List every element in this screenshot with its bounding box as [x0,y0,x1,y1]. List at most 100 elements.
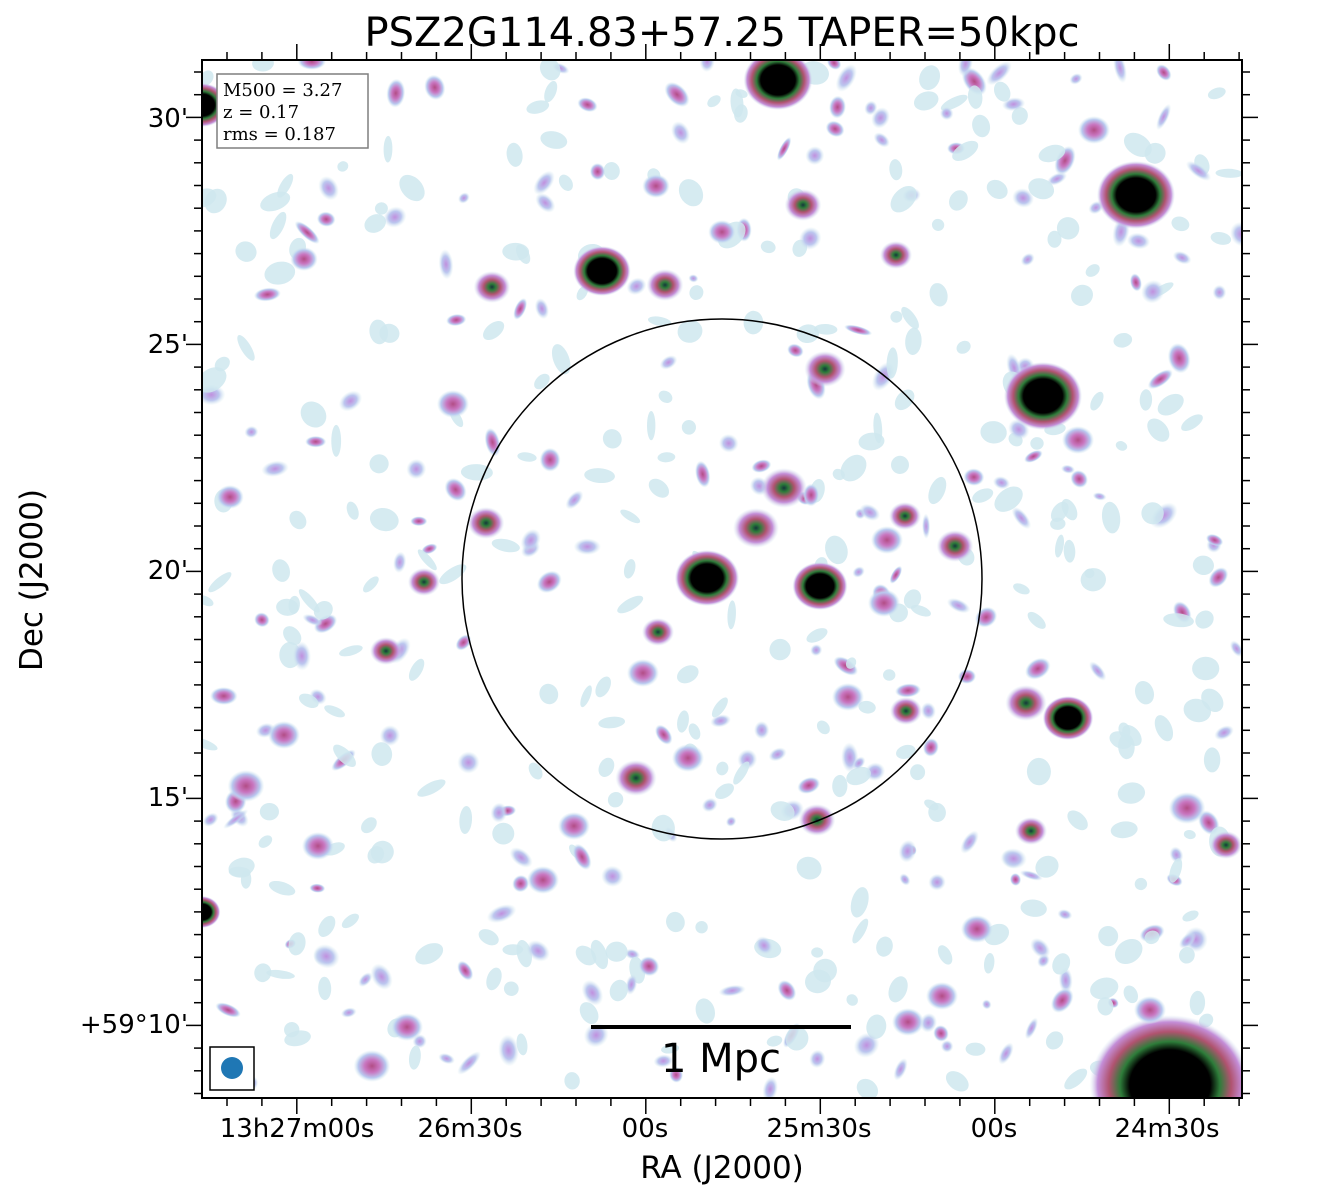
noise-blob [346,501,359,520]
noise-blob [876,936,893,957]
noise-blob [896,744,916,759]
noise-blob [528,762,543,780]
noise-blob [457,960,474,981]
noise-blob [1205,533,1224,547]
noise-blob [1203,747,1221,773]
noise-blob [595,676,611,698]
noise-blob [607,792,624,808]
noise-blob [533,170,555,195]
noise-blob [669,1066,684,1083]
noise-blob [920,702,936,720]
noise-blob [1169,858,1183,883]
noise-blob [1117,782,1146,804]
noise-blob [266,969,295,979]
noise-blob [1000,848,1027,870]
noise-blob [677,319,703,343]
noise-blob [297,60,326,70]
noise-blob [666,911,685,933]
radio-source [1042,696,1094,740]
noise-blob [647,411,656,441]
noise-blob [1050,517,1066,530]
radio-source [290,247,318,271]
noise-blob [208,572,232,593]
radio-source [888,502,922,530]
noise-blob [1192,656,1220,681]
noise-blob [677,665,699,684]
noise-blob [922,738,939,757]
noise-blob [766,1035,783,1047]
noise-blob [919,1013,938,1033]
noise-blob [457,1051,481,1075]
noise-blob [1090,977,1119,1000]
noise-blob [268,880,296,896]
noise-blob [584,468,615,484]
noise-blob [337,161,349,172]
x-tick-label: 00s [971,1114,1018,1144]
noise-blob [919,65,941,91]
noise-blob [364,214,386,233]
noise-blob [998,1042,1014,1065]
scale-bar-label: 1 Mpc [661,1036,781,1082]
noise-blob [980,421,1007,444]
noise-blob [439,564,467,585]
x-tick-labels: 13h27m00s 26m30s 00s 25m30s 00s 24m30s [220,1114,1220,1144]
noise-blob [910,764,926,781]
noise-blob [689,285,704,301]
noise-blob [653,1054,674,1068]
noise-blob [361,817,377,834]
noise-blob [903,589,922,609]
noise-blob [1181,414,1203,432]
noise-blob [1201,688,1224,712]
noise-blob [945,1071,969,1092]
noise-blob [289,510,307,530]
radio-source [467,507,505,539]
noise-blob [202,594,214,607]
noise-blob [601,865,624,888]
noise-blob [1009,873,1022,886]
noise-blob [825,120,845,138]
noise-blob [438,1053,455,1065]
noise-blob [939,106,954,121]
noise-blob [777,980,797,1001]
radio-source [761,468,807,508]
noise-blob [292,641,312,671]
noise-blob [776,136,792,161]
noise-blob [288,932,306,956]
noise-blob [949,190,968,211]
noise-blob [1126,232,1151,250]
noise-blob [1080,568,1106,592]
noise-blob [1134,877,1148,891]
noise-blob [253,287,281,302]
noise-blob [986,179,1008,199]
noise-blob [283,626,302,646]
noise-blob [1070,284,1094,307]
noise-blob [202,367,227,393]
noise-blob [558,174,573,191]
noise-blob [638,956,660,977]
noise-blob [513,297,528,320]
noise-blob [478,929,499,946]
noise-blob [603,162,620,180]
noise-blob [796,856,822,880]
noise-blob [1195,610,1214,629]
noise-blob [284,1030,311,1047]
noise-blob [1069,73,1083,85]
radio-source [1077,116,1111,144]
noise-blob [852,566,865,578]
noise-blob [457,751,480,774]
noise-blob [798,226,822,250]
noise-blob [536,570,562,594]
noise-blob [913,91,939,111]
radio-source [473,271,511,303]
noise-blob [260,191,291,212]
y-tick-labels: 30' 25' 20' 15' +59°10' [80,104,188,1040]
noise-blob [534,298,549,320]
noise-blob [1030,437,1044,450]
noise-blob [1207,87,1226,100]
noise-blob [1067,810,1088,831]
radio-source [879,241,913,269]
noise-blob [438,249,454,280]
noise-blob [707,95,721,108]
noise-blob [408,658,425,681]
noise-blob [688,274,699,283]
